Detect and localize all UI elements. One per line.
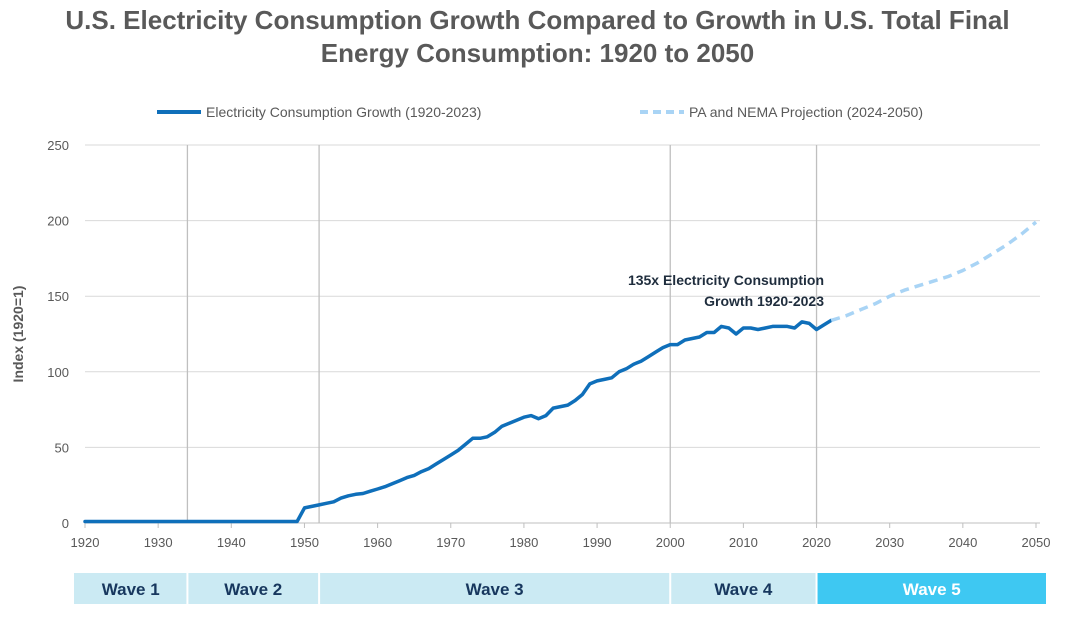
x-tick-label: 1940 xyxy=(217,535,246,550)
y-axis-ticks: 0 50 100 150 200 250 xyxy=(47,138,69,531)
x-tick-label: 2000 xyxy=(656,535,685,550)
wave-label-4: Wave 4 xyxy=(714,580,773,599)
x-tick-label: 2020 xyxy=(802,535,831,550)
x-tick-label: 1920 xyxy=(71,535,100,550)
x-tick-label: 2040 xyxy=(948,535,977,550)
gridlines xyxy=(85,144,1040,524)
chart-title: U.S. Electricity Consumption Growth Comp… xyxy=(0,4,1075,70)
series-line-actual xyxy=(83,318,833,524)
annotation: 135x Electricity Consumption Growth 1920… xyxy=(628,272,824,309)
x-tick-label: 1990 xyxy=(583,535,612,550)
y-tick-label: 100 xyxy=(47,365,69,380)
legend-label-projection: PA and NEMA Projection (2024-2050) xyxy=(689,104,923,120)
series-lines xyxy=(83,220,1038,524)
wave-label-1: Wave 1 xyxy=(102,580,160,599)
x-tick-label: 1980 xyxy=(509,535,538,550)
wave-dividers xyxy=(186,145,818,523)
chart-title-line-2: Energy Consumption: 1920 to 2050 xyxy=(320,38,755,68)
chart-title-line-1: U.S. Electricity Consumption Growth Comp… xyxy=(65,5,1010,35)
x-tick-label: 1930 xyxy=(144,535,173,550)
y-tick-label: 250 xyxy=(47,138,69,153)
y-tick-label: 50 xyxy=(55,440,69,455)
x-axis-ticks: 1920 1930 1940 1950 1960 1970 1980 1990 2000 2010… xyxy=(71,523,1051,550)
wave-band-2 xyxy=(188,573,319,604)
wave-band-3 xyxy=(320,573,670,604)
series-line-projection xyxy=(830,220,1038,323)
y-tick-label: 0 xyxy=(62,516,69,531)
x-tick-label: 1960 xyxy=(363,535,392,550)
legend: Electricity Consumption Growth (1920-202… xyxy=(157,104,923,120)
wave-band-4 xyxy=(671,573,816,604)
annotation-line-1: 135x Electricity Consumption xyxy=(628,272,824,288)
wave-band-1 xyxy=(74,573,187,604)
wave-label-2: Wave 2 xyxy=(224,580,282,599)
x-tick-label: 1950 xyxy=(290,535,319,550)
legend-label-actual: Electricity Consumption Growth (1920-202… xyxy=(206,104,481,120)
wave-label-3: Wave 3 xyxy=(466,580,524,599)
y-tick-label: 150 xyxy=(47,289,69,304)
x-tick-label: 2010 xyxy=(729,535,758,550)
y-axis-label: Index (1920=1) xyxy=(10,286,26,383)
x-tick-label: 2050 xyxy=(1022,535,1051,550)
wave-label-5: Wave 5 xyxy=(903,580,961,599)
y-tick-label: 200 xyxy=(47,214,69,229)
annotation-line-2: Growth 1920-2023 xyxy=(704,293,824,309)
wave-bands: Wave 1 Wave 2 Wave 3 Wave 4 Wave 5 xyxy=(74,573,1046,604)
x-tick-label: 1970 xyxy=(436,535,465,550)
x-tick-label: 2030 xyxy=(875,535,904,550)
wave-band-5 xyxy=(817,573,1046,604)
